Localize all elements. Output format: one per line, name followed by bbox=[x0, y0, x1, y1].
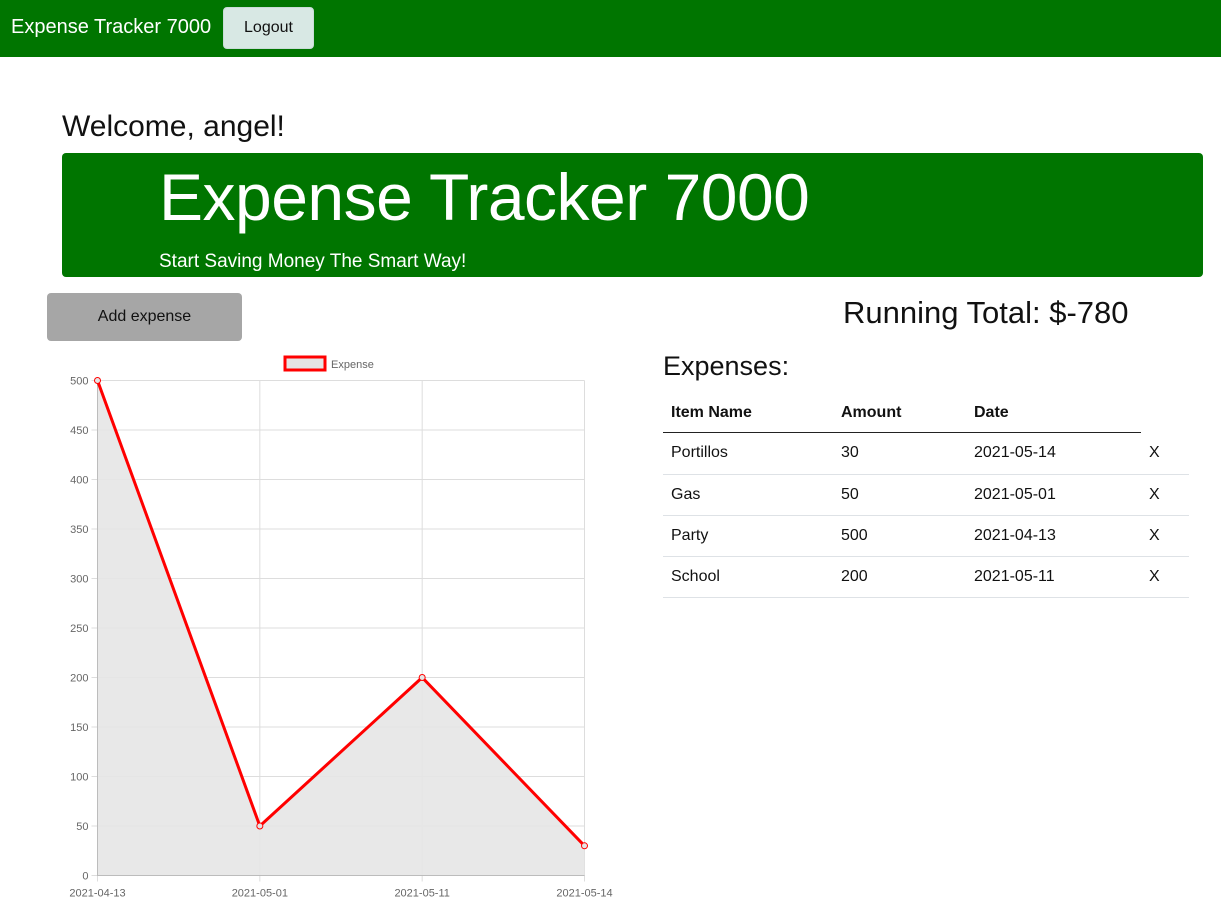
cell-item-name: School bbox=[663, 556, 833, 598]
delete-expense-button[interactable]: X bbox=[1141, 515, 1189, 557]
data-point bbox=[418, 674, 426, 681]
y-tick-label: 450 bbox=[70, 425, 88, 437]
y-tick-label: 200 bbox=[70, 673, 88, 685]
navbar: Expense Tracker 7000 Logout bbox=[0, 0, 1221, 57]
table-row: Portillos 30 2021-05-14 X bbox=[663, 433, 1189, 475]
legend-label: Expense bbox=[331, 359, 374, 371]
cell-item-name: Gas bbox=[663, 474, 833, 516]
delete-expense-button[interactable]: X bbox=[1141, 474, 1189, 516]
running-total: Running Total: $-780 bbox=[843, 295, 1129, 330]
y-tick-label: 250 bbox=[70, 623, 88, 635]
cell-amount: 500 bbox=[833, 515, 966, 557]
cell-amount: 200 bbox=[833, 556, 966, 598]
y-tick-label: 500 bbox=[70, 376, 88, 388]
series-area-expense bbox=[97, 380, 585, 876]
column-header-date: Date bbox=[974, 403, 1009, 421]
cell-item-name: Party bbox=[663, 515, 833, 557]
cell-date: 2021-05-14 bbox=[966, 433, 1141, 475]
data-point bbox=[94, 377, 101, 384]
table-row: Gas 50 2021-05-01 X bbox=[663, 474, 1189, 516]
legend-swatch bbox=[283, 355, 327, 372]
expenses-heading: Expenses: bbox=[663, 351, 790, 381]
column-header-amount: Amount bbox=[841, 403, 902, 421]
series-line-expense bbox=[96, 379, 586, 847]
cell-item-name: Portillos bbox=[663, 433, 833, 475]
delete-expense-button[interactable]: X bbox=[1141, 433, 1189, 475]
column-header-delete bbox=[1141, 392, 1189, 433]
jumbotron: Expense Tracker 7000 Start Saving Money … bbox=[62, 153, 1203, 277]
y-tick-label: 400 bbox=[70, 475, 88, 487]
x-tick-label: 2021-05-14 bbox=[556, 888, 612, 900]
table-header-divider bbox=[663, 432, 1141, 433]
table-header-row: Item Name Amount Date bbox=[663, 392, 1189, 433]
cell-date: 2021-05-01 bbox=[966, 474, 1141, 516]
table-row: Party 500 2021-04-13 X bbox=[663, 515, 1189, 557]
y-tick-label: 350 bbox=[70, 524, 88, 536]
x-tick-label: 2021-05-01 bbox=[232, 888, 288, 900]
y-tick-label: 50 bbox=[76, 821, 88, 833]
welcome-heading: Welcome, angel! bbox=[62, 110, 285, 143]
expense-line-chart: 0 50 100 150 200 250 300 350 400 450 500 2021-04-13… bbox=[69, 355, 613, 900]
y-tick-label: 100 bbox=[70, 772, 88, 784]
cell-date: 2021-05-11 bbox=[966, 556, 1141, 598]
data-point bbox=[581, 842, 588, 850]
y-tick-label: 300 bbox=[70, 574, 88, 586]
x-tick-label: 2021-05-11 bbox=[394, 888, 449, 900]
jumbotron-subtitle: Start Saving Money The Smart Way! bbox=[159, 251, 467, 272]
cell-amount: 30 bbox=[833, 433, 966, 475]
column-header-item-name: Item Name bbox=[671, 403, 752, 421]
x-tick-label: 2021-04-13 bbox=[69, 888, 125, 900]
expenses-table: Item Name Amount Date Portillos 30 2021-… bbox=[663, 392, 1189, 598]
cell-amount: 50 bbox=[833, 474, 966, 516]
add-expense-button[interactable]: Add expense bbox=[47, 293, 242, 341]
jumbotron-title: Expense Tracker 7000 bbox=[159, 160, 810, 234]
cell-date: 2021-04-13 bbox=[966, 515, 1141, 557]
data-point bbox=[256, 822, 264, 830]
y-tick-label: 0 bbox=[82, 871, 88, 883]
delete-expense-button[interactable]: X bbox=[1141, 556, 1189, 598]
logout-button[interactable]: Logout bbox=[223, 7, 314, 49]
y-tick-label: 150 bbox=[70, 722, 88, 734]
table-row: School 200 2021-05-11 X bbox=[663, 556, 1189, 598]
navbar-brand[interactable]: Expense Tracker 7000 bbox=[11, 16, 212, 38]
